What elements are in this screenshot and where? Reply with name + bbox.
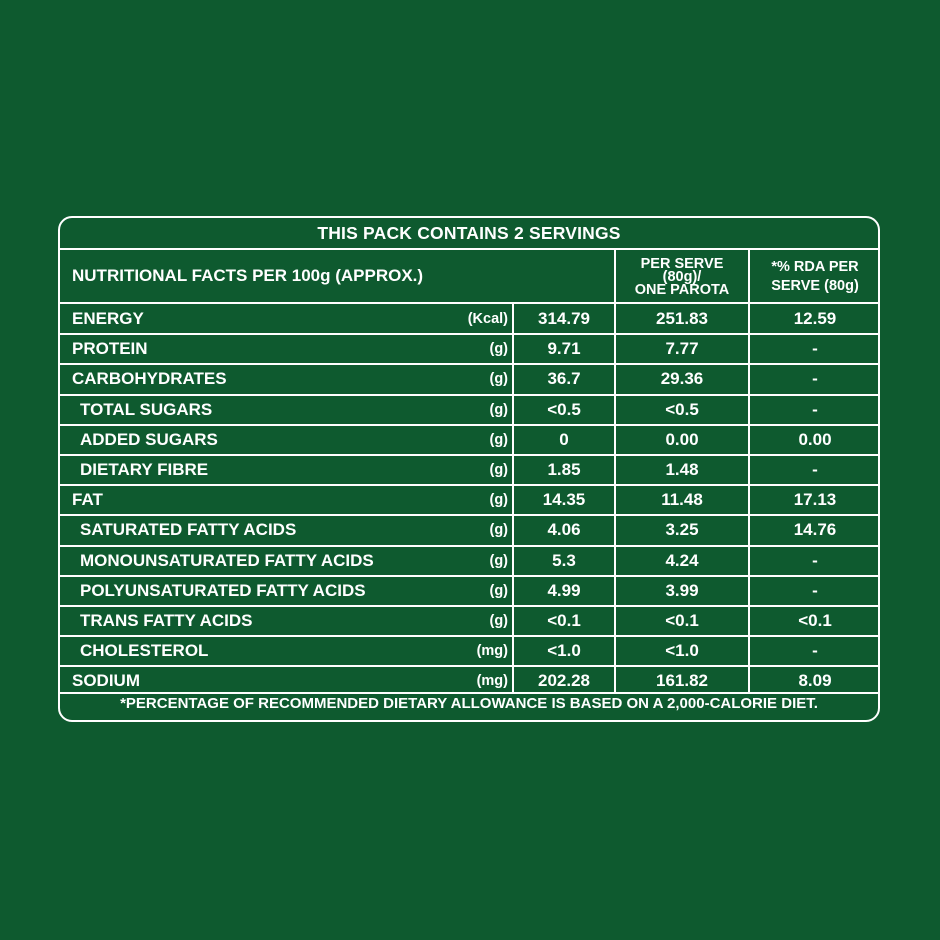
per-100g-value: <0.5 xyxy=(547,399,581,419)
per-100g-value: 14.35 xyxy=(542,490,586,510)
nutrition-header-label: NUTRITIONAL FACTS PER 100g (APPROX.) xyxy=(72,266,424,285)
row-divider xyxy=(60,544,878,547)
nutrient-name: CARBOHYDRATES xyxy=(72,369,227,389)
per-serve-header-line: ONE PAROTA xyxy=(634,281,730,298)
per-serve-value: 161.82 xyxy=(656,671,708,691)
nutrient-name: POLYUNSATURATED FATTY ACIDS xyxy=(80,580,366,600)
nutrient-unit: (g) xyxy=(489,613,508,629)
per-100g-value: 4.99 xyxy=(547,580,581,600)
per-serve-value: 251.83 xyxy=(656,309,708,328)
per-100g-value: 36.7 xyxy=(547,369,581,389)
rda-value: - xyxy=(812,369,818,389)
nutrition-table: THIS PACK CONTAINS 2 SERVINGS NUTRITIONA… xyxy=(58,216,880,722)
divider xyxy=(60,248,878,250)
nutrient-unit: (g) xyxy=(489,522,508,539)
rda-value: 14.76 xyxy=(793,520,837,540)
per-serve-header-line: PER SERVE xyxy=(640,255,724,272)
rda-header: *% RDA PER SERVE (80g) xyxy=(750,252,878,302)
per-serve-value: 3.25 xyxy=(665,520,699,540)
nutrient-name: SODIUM xyxy=(72,671,140,691)
per-100g-value: 0 xyxy=(559,429,569,449)
nutrient-unit: (g) xyxy=(489,552,508,569)
per-serve-value: 1.48 xyxy=(665,460,699,479)
divider xyxy=(60,302,878,304)
nutrient-unit: (g) xyxy=(489,431,508,448)
nutrient-name: TOTAL SUGARS xyxy=(80,399,213,419)
per-100g-value: <0.1 xyxy=(547,611,581,630)
rda-value: 8.09 xyxy=(798,671,832,691)
per-100g-value: 314.79 xyxy=(538,309,590,328)
per-100g-value: 1.85 xyxy=(547,460,581,479)
nutrient-name: SATURATED FATTY ACIDS xyxy=(80,520,297,540)
per-serve-value: 7.77 xyxy=(665,339,699,359)
rda-value: 0.00 xyxy=(798,429,832,449)
per-serve-header: PER SERVE (80g)/ ONE PAROTA xyxy=(616,252,748,302)
rda-header-line: SERVE (80g) xyxy=(771,278,859,294)
nutrient-name: DIETARY FIBRE xyxy=(80,460,209,479)
servings-title: THIS PACK CONTAINS 2 SERVINGS xyxy=(317,223,621,243)
per-serve-header-line: (80g)/ xyxy=(662,268,702,285)
nutrient-unit: (Kcal) xyxy=(467,311,508,327)
rda-value: - xyxy=(812,399,818,419)
row-divider xyxy=(60,333,878,336)
row-divider xyxy=(60,484,878,487)
nutrient-name: CHOLESTEROL xyxy=(80,641,209,661)
per-serve-value: <0.1 xyxy=(665,611,699,630)
rda-value: 17.13 xyxy=(793,490,837,510)
per-100g-value: <1.0 xyxy=(547,641,581,661)
row-divider xyxy=(60,605,878,607)
nutrient-unit: (g) xyxy=(489,371,508,388)
nutrient-name: FAT xyxy=(72,490,103,510)
row-divider xyxy=(60,393,878,396)
per-serve-value: 11.48 xyxy=(661,490,703,510)
column-divider xyxy=(512,302,514,694)
per-serve-value: 3.99 xyxy=(665,580,699,600)
row-divider xyxy=(60,454,878,456)
row-divider xyxy=(60,363,878,366)
per-100g-value: 9.71 xyxy=(547,339,581,359)
per-100g-value: 4.06 xyxy=(547,520,581,540)
per-serve-value: <0.5 xyxy=(665,399,699,419)
nutrient-name: ADDED SUGARS xyxy=(80,429,218,449)
rda-footnote: *PERCENTAGE OF RECOMMENDED DIETARY ALLOW… xyxy=(120,695,818,712)
nutrient-unit: (g) xyxy=(489,341,508,358)
rda-value: - xyxy=(812,339,818,359)
per-serve-value: 4.24 xyxy=(665,550,699,570)
row-divider xyxy=(60,514,878,517)
row-divider xyxy=(60,423,878,426)
row-divider xyxy=(60,635,878,638)
rda-value: - xyxy=(812,641,818,661)
nutrient-unit: (g) xyxy=(489,582,508,599)
per-100g-value: 5.3 xyxy=(552,550,576,570)
per-serve-value: <1.0 xyxy=(665,641,699,661)
row-divider xyxy=(60,665,878,668)
rda-header-line: *% RDA PER xyxy=(771,259,859,275)
nutrient-unit: (g) xyxy=(489,492,508,509)
rda-value: - xyxy=(812,580,818,600)
per-serve-value: 0.00 xyxy=(665,429,699,449)
nutrient-name: ENERGY xyxy=(72,309,144,328)
nutrient-unit: (mg) xyxy=(476,673,508,690)
divider xyxy=(60,692,878,694)
nutrient-name: PROTEIN xyxy=(72,339,148,359)
rda-value: <0.1 xyxy=(798,611,832,630)
row-divider xyxy=(60,574,878,577)
nutrient-unit: (mg) xyxy=(476,643,508,660)
nutrient-name: MONOUNSATURATED FATTY ACIDS xyxy=(80,550,374,570)
rda-value: - xyxy=(812,550,818,570)
nutrient-unit: (g) xyxy=(489,462,508,478)
column-divider xyxy=(748,248,750,694)
rda-value: - xyxy=(812,460,818,479)
per-100g-value: 202.28 xyxy=(538,671,590,691)
nutrient-name: TRANS FATTY ACIDS xyxy=(80,611,253,630)
column-divider xyxy=(614,248,616,694)
per-serve-value: 29.36 xyxy=(660,369,704,389)
nutrient-unit: (g) xyxy=(489,401,508,418)
rda-value: 12.59 xyxy=(793,309,837,328)
